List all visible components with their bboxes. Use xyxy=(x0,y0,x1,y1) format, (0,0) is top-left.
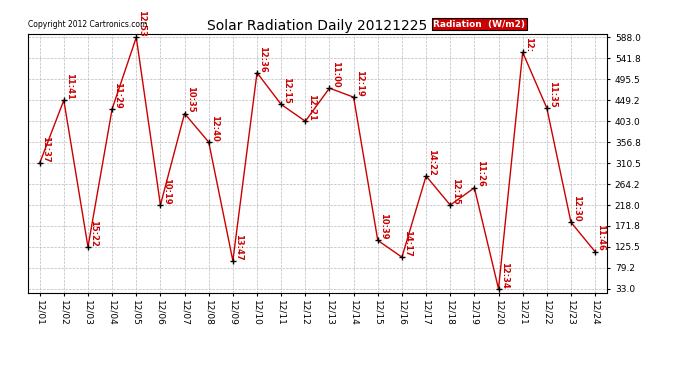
Title: Solar Radiation Daily 20121225: Solar Radiation Daily 20121225 xyxy=(207,19,428,33)
Text: 12:19: 12:19 xyxy=(355,70,364,97)
Text: Copyright 2012 Cartronics.com: Copyright 2012 Cartronics.com xyxy=(28,20,147,28)
Text: 10:39: 10:39 xyxy=(379,213,388,240)
Text: 11:41: 11:41 xyxy=(65,73,74,100)
Text: 11:46: 11:46 xyxy=(596,224,605,251)
Text: 11:37: 11:37 xyxy=(41,136,50,163)
Text: 11:29: 11:29 xyxy=(113,82,122,108)
Text: 11:00: 11:00 xyxy=(331,61,339,88)
Text: 12:36: 12:36 xyxy=(258,45,267,72)
Text: 14:17: 14:17 xyxy=(403,230,412,257)
Text: 12:15: 12:15 xyxy=(451,178,460,205)
Text: Radiation  (W/m2): Radiation (W/m2) xyxy=(433,20,525,28)
Text: 12:: 12: xyxy=(524,37,533,52)
Text: 13:47: 13:47 xyxy=(234,234,243,260)
Text: 11:35: 11:35 xyxy=(548,81,557,108)
Text: 12:53: 12:53 xyxy=(137,10,146,37)
Text: 15:22: 15:22 xyxy=(89,220,98,246)
Text: 12:34: 12:34 xyxy=(500,262,509,288)
Text: 10:19: 10:19 xyxy=(161,178,170,205)
Text: 11:26: 11:26 xyxy=(475,160,484,188)
Text: 12:40: 12:40 xyxy=(210,115,219,142)
Text: 12:21: 12:21 xyxy=(306,94,315,121)
Text: 12:15: 12:15 xyxy=(282,77,291,104)
Text: 12:30: 12:30 xyxy=(572,195,581,222)
Text: 10:35: 10:35 xyxy=(186,86,195,113)
Text: 14:22: 14:22 xyxy=(427,149,436,176)
